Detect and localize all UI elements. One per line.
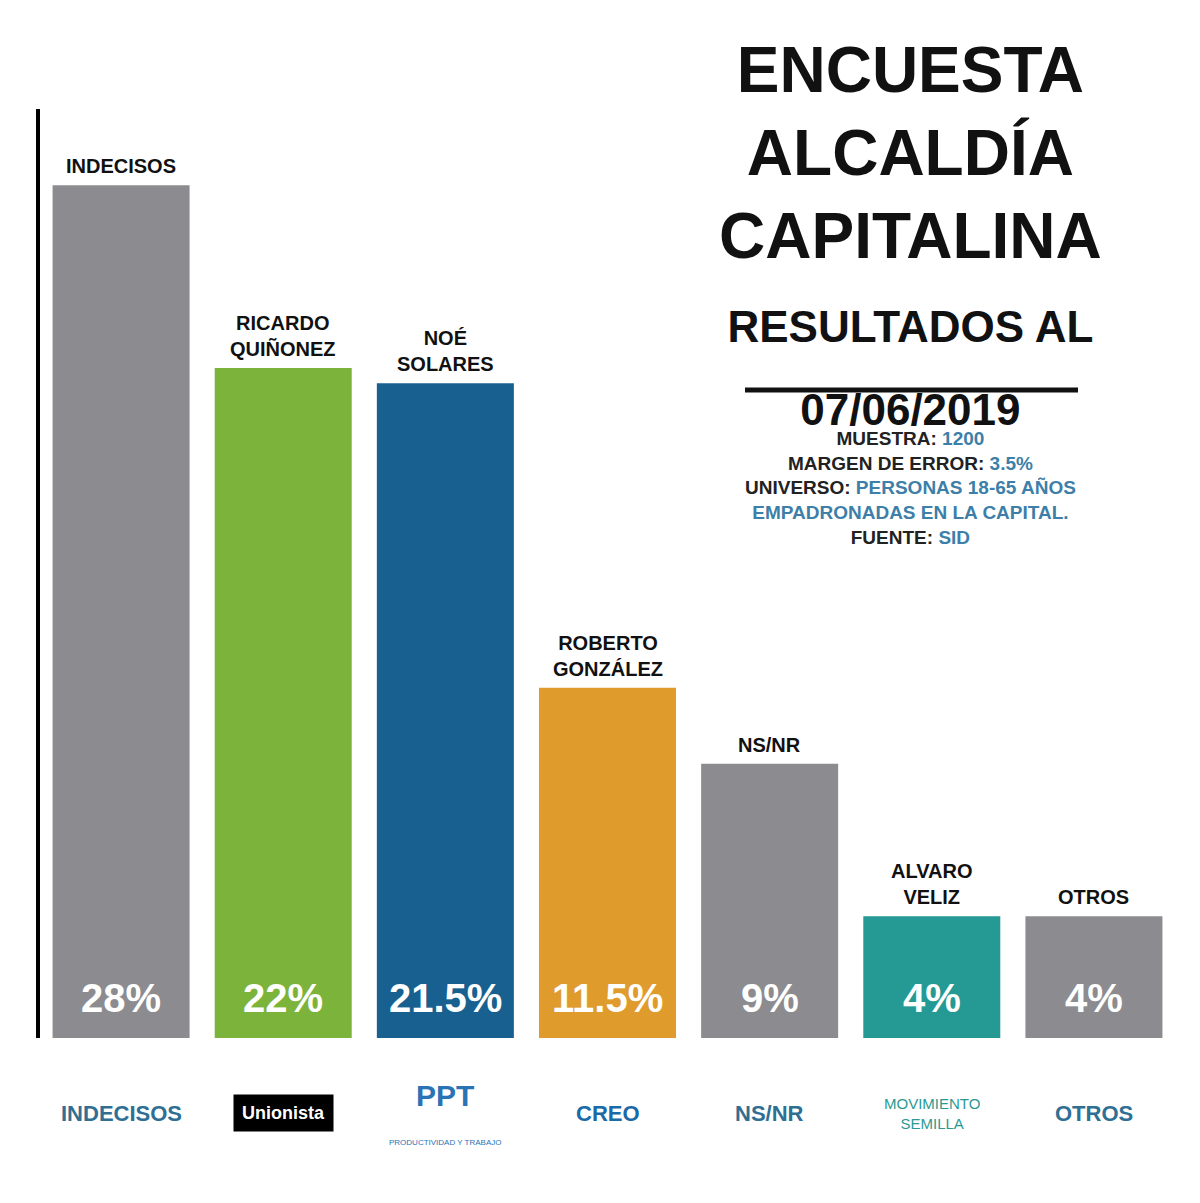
svg-text:11.5%: 11.5% (552, 976, 663, 1020)
svg-text:MUESTRA: 1200MARGEN DE ERROR:: MUESTRA: 1200MARGEN DE ERROR: 3.5%UNIVER… (745, 428, 1076, 548)
svg-text:INDECISOS: INDECISOS (61, 1101, 182, 1126)
svg-text:ROBERTOGONZÁLEZ: ROBERTOGONZÁLEZ (553, 632, 663, 680)
svg-text:MOVIMIENTOSEMILLA: MOVIMIENTOSEMILLA (884, 1095, 980, 1132)
svg-text:NOÉSOLARES: NOÉSOLARES (397, 327, 494, 375)
svg-text:NS/NR: NS/NR (738, 734, 801, 756)
svg-text:RICARDOQUIÑONEZ: RICARDOQUIÑONEZ (230, 312, 336, 360)
svg-text:21.5%: 21.5% (389, 976, 502, 1020)
svg-text:CREO: CREO (576, 1101, 640, 1126)
svg-text:ALVAROVELIZ: ALVAROVELIZ (891, 860, 972, 908)
svg-text:28%: 28% (81, 976, 161, 1020)
svg-text:4%: 4% (903, 976, 961, 1020)
svg-text:OTROS: OTROS (1055, 1101, 1133, 1126)
svg-text:NS/NR: NS/NR (735, 1101, 804, 1126)
svg-text:INDECISOS: INDECISOS (66, 155, 176, 177)
svg-text:PPTPRODUCTIVIDAD Y TRABAJO: PPTPRODUCTIVIDAD Y TRABAJO (389, 1079, 501, 1147)
svg-text:Unionista: Unionista (242, 1103, 325, 1123)
svg-text:9%: 9% (741, 976, 799, 1020)
svg-text:22%: 22% (243, 976, 323, 1020)
svg-text:OTROS: OTROS (1058, 886, 1129, 908)
svg-text:ENCUESTAALCALDÍACAPITALINARESU: ENCUESTAALCALDÍACAPITALINARESULTADOS AL0… (719, 34, 1102, 434)
svg-text:4%: 4% (1065, 976, 1123, 1020)
